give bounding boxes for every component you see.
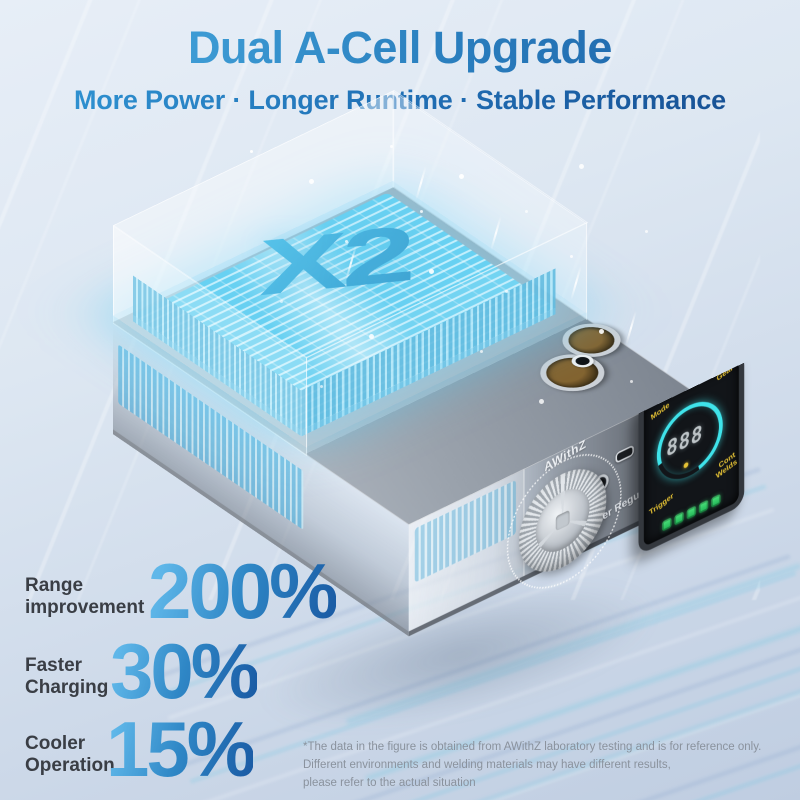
status-icon bbox=[674, 511, 684, 526]
disclaimer-line2: Different environments and welding mater… bbox=[303, 758, 671, 771]
stat-label: Cooler Operation bbox=[25, 733, 115, 777]
disclaimer-line3: please refer to the actual situation bbox=[303, 776, 476, 789]
status-icon bbox=[699, 499, 709, 514]
stat-value: 30% bbox=[110, 627, 260, 715]
stat-value: 15% bbox=[106, 705, 256, 793]
stat-label: Faster Charging bbox=[25, 655, 108, 699]
status-icon bbox=[686, 505, 696, 520]
sparkle-particles bbox=[250, 150, 253, 153]
display-status-icons bbox=[644, 485, 739, 541]
status-icon bbox=[662, 517, 672, 532]
page-title: Dual A-Cell Upgrade bbox=[0, 22, 800, 74]
stat-value: 200% bbox=[148, 547, 338, 635]
page-subtitle: More Power · Longer Runtime · Stable Per… bbox=[0, 85, 800, 116]
stat-label-line2: improvement bbox=[25, 596, 145, 618]
stat-label-line2: Charging bbox=[25, 676, 109, 698]
disclaimer: *The data in the figure is obtained from… bbox=[303, 739, 795, 792]
stat-label: Range improvement bbox=[25, 575, 144, 619]
indicator-led bbox=[567, 352, 599, 370]
status-icon bbox=[711, 493, 721, 508]
output-terminal-socket-1 bbox=[527, 346, 618, 399]
display-label-gear: Gear bbox=[716, 363, 735, 384]
stat-label-line1: Cooler bbox=[25, 733, 86, 754]
knob-hub bbox=[535, 478, 590, 563]
stat-label-line1: Faster bbox=[25, 655, 83, 676]
rain-streak bbox=[625, 310, 637, 346]
display-label-cont-welds: Cont Welds bbox=[714, 451, 739, 482]
stat-label-line1: Range bbox=[25, 575, 84, 596]
display-label-trigger: Trigger bbox=[648, 491, 675, 518]
stat-label-line2: Operation bbox=[25, 754, 115, 776]
usb-c-port bbox=[615, 444, 634, 464]
device-render: AWithZ er Regu Mode Gear 888 Trigger bbox=[113, 90, 745, 637]
disclaimer-line1: *The data in the figure is obtained from… bbox=[303, 741, 762, 753]
